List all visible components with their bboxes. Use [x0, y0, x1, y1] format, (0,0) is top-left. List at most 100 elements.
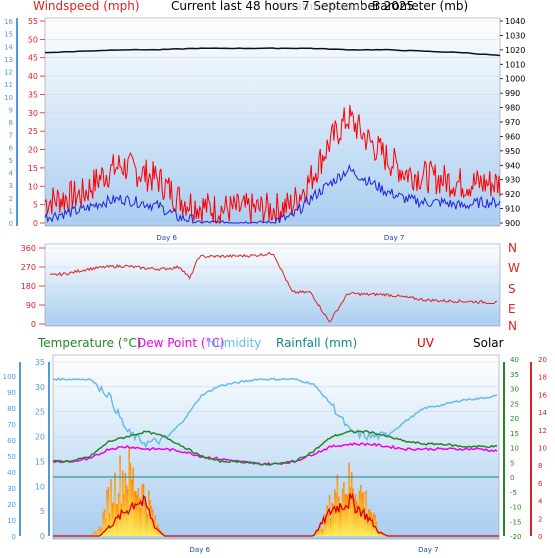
temperature-tick-label: 10: [35, 482, 45, 491]
wind-tick-label: 0: [33, 219, 38, 228]
humidity-tick-label: 100: [3, 373, 16, 381]
compass-label: S: [508, 282, 516, 296]
windspeed-title: Windspeed (mph): [33, 0, 140, 13]
uv-tick-label: 6: [538, 480, 543, 488]
legend-uv: UV: [417, 336, 435, 350]
rain-tick-label: 0: [510, 474, 514, 482]
temperature-tick-label: 0: [40, 532, 45, 541]
beaufort-tick-label: 6: [9, 144, 14, 152]
compass-label: W: [508, 261, 520, 275]
rain-tick-label: -10: [510, 504, 521, 512]
baro-tick-label: 920: [505, 190, 520, 199]
wind-tick-label: 20: [28, 146, 38, 155]
wind-x-tick-label: Day 6: [156, 234, 177, 242]
beaufort-tick-label: 12: [4, 69, 13, 77]
wind-tick-label: 15: [28, 164, 38, 173]
humidity-tick-label: 90: [7, 389, 16, 397]
humidity-tick-label: 80: [7, 405, 16, 413]
wind-panel: [45, 18, 500, 226]
uv-tick-label: 20: [538, 356, 547, 364]
beaufort-tick-label: 1: [9, 207, 13, 215]
compass-label: N: [508, 241, 517, 255]
rain-tick-label: 40: [510, 356, 519, 364]
uv-tick-label: 18: [538, 374, 547, 382]
rain-tick-label: 10: [510, 445, 519, 453]
rain-tick-label: 20: [510, 415, 519, 423]
wind-tick-label: 30: [28, 109, 38, 118]
baro-tick-label: 960: [505, 132, 520, 141]
baro-tick-label: 910: [505, 205, 520, 214]
beaufort-tick-label: 10: [4, 94, 13, 102]
baro-tick-label: 900: [505, 219, 520, 228]
uv-tick-label: 14: [538, 409, 547, 417]
uv-tick-label: 0: [538, 533, 542, 541]
beaufort-tick-label: 7: [9, 132, 13, 140]
wind-tick-label: 25: [28, 127, 38, 136]
legend-rainfall: Rainfall (mm): [276, 336, 357, 350]
humidity-tick-label: 10: [7, 517, 16, 525]
rain-tick-label: 25: [510, 400, 519, 408]
humidity-tick-label: 40: [7, 469, 16, 477]
baro-tick-label: 970: [505, 118, 520, 127]
baro-tick-label: 1020: [505, 46, 525, 55]
beaufort-tick-label: 5: [9, 157, 13, 165]
direction-tick-label: 270: [21, 263, 36, 272]
temperature-tick-label: 25: [35, 408, 45, 417]
rain-tick-label: 15: [510, 430, 519, 438]
direction-tick-label: 90: [26, 301, 36, 310]
uv-tick-label: 8: [538, 462, 542, 470]
humidity-tick-label: 30: [7, 485, 16, 493]
beaufort-tick-label: 4: [9, 170, 14, 178]
humidity-tick-label: 60: [7, 437, 16, 445]
rain-tick-label: 5: [510, 459, 514, 467]
baro-tick-label: 1030: [505, 31, 525, 40]
beaufort-tick-label: 16: [4, 18, 13, 26]
uv-tick-label: 12: [538, 427, 547, 435]
humidity-tick-label: 50: [7, 453, 16, 461]
temperature-tick-label: 30: [35, 383, 45, 392]
beaufort-tick-label: 0: [9, 220, 13, 228]
uv-tick-label: 10: [538, 445, 547, 453]
baro-tick-label: 980: [505, 104, 520, 113]
beaufort-tick-label: 13: [4, 56, 13, 64]
legend-solar: Solar: [473, 336, 504, 350]
wind-tick-label: 55: [28, 17, 38, 26]
wind-x-tick-label: Day 7: [384, 234, 405, 242]
direction-tick-label: 180: [21, 282, 36, 291]
wind-tick-label: 40: [28, 72, 38, 81]
uv-tick-label: 2: [538, 515, 542, 523]
compass-label: N: [508, 319, 517, 333]
direction-tick-label: 360: [21, 244, 36, 253]
rain-tick-label: 35: [510, 371, 519, 379]
baro-tick-label: 950: [505, 147, 520, 156]
wind-tick-label: 45: [28, 54, 38, 63]
temperature-tick-label: 15: [35, 457, 45, 466]
compass-label: E: [508, 302, 516, 316]
humidity-tick-label: 0: [12, 533, 16, 541]
baro-tick-label: 990: [505, 89, 520, 98]
temperature-tick-label: 5: [40, 507, 45, 516]
title-overlay: Weather Station: [278, 0, 367, 13]
baro-tick-label: 1000: [505, 75, 525, 84]
beaufort-tick-label: 3: [9, 182, 13, 190]
beaufort-tick-label: 14: [4, 43, 13, 51]
beaufort-tick-label: 2: [9, 195, 13, 203]
rain-tick-label: -5: [510, 489, 517, 497]
baro-tick-label: 1010: [505, 60, 525, 69]
humidity-tick-label: 70: [7, 421, 16, 429]
temperature-x-tick-label: Day 7: [418, 546, 439, 554]
wind-tick-label: 5: [33, 201, 38, 210]
solar-bar: [131, 480, 133, 536]
uv-tick-label: 4: [538, 498, 543, 506]
humidity-tick-label: 20: [7, 501, 16, 509]
rain-tick-label: -20: [510, 533, 521, 541]
uv-tick-label: 16: [538, 391, 547, 399]
baro-tick-label: 930: [505, 176, 520, 185]
legend-temperature: Temperature (°C): [37, 336, 142, 350]
beaufort-tick-label: 15: [4, 31, 13, 39]
temperature-tick-label: 20: [35, 433, 45, 442]
beaufort-tick-label: 8: [9, 119, 13, 127]
wind-tick-label: 50: [28, 35, 38, 44]
